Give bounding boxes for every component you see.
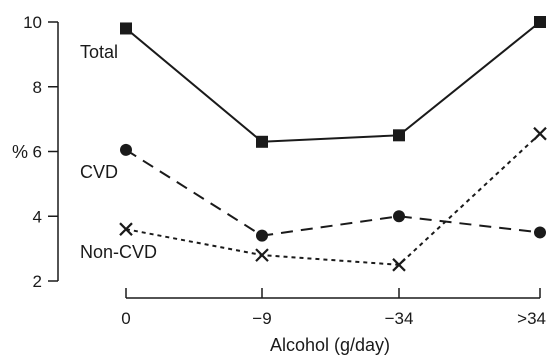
data-point-non-cvd xyxy=(119,222,133,236)
y-axis-title: % xyxy=(12,142,28,162)
data-point-cvd xyxy=(534,226,546,239)
data-point-total xyxy=(534,16,546,28)
series-lines xyxy=(125,21,541,266)
x-tick-label: −34 xyxy=(385,309,414,328)
series-label-non-cvd: Non-CVD xyxy=(80,242,157,262)
data-point-cvd xyxy=(393,210,405,223)
data-point-non-cvd xyxy=(392,258,406,272)
series-label-cvd: CVD xyxy=(80,162,118,182)
data-point-total xyxy=(256,135,268,148)
series-line-total xyxy=(125,21,541,143)
y-tick-label: 6 xyxy=(33,143,42,162)
y-tick-label: 2 xyxy=(33,272,42,291)
data-point-cvd xyxy=(256,229,268,242)
data-point-total xyxy=(120,22,132,35)
series-line-non-cvd xyxy=(125,132,541,266)
x-tick-label: >34 xyxy=(517,309,546,328)
series-line-cvd xyxy=(125,149,541,237)
y-tick-label: 10 xyxy=(23,13,42,32)
data-point-cvd xyxy=(120,143,132,156)
tick-labels: 2 4 6 8 10 0 −9 −34 >34 xyxy=(23,13,546,328)
data-point-total xyxy=(393,129,405,142)
data-point-non-cvd xyxy=(255,248,269,262)
series-labels: Total CVD Non-CVD xyxy=(80,42,157,262)
x-tick-label: −9 xyxy=(252,309,271,328)
x-axis-title: Alcohol (g/day) xyxy=(270,335,390,355)
y-tick-label: 4 xyxy=(33,207,42,226)
axes xyxy=(48,21,541,299)
y-tick-label: 8 xyxy=(33,78,42,97)
data-point-non-cvd xyxy=(533,126,547,141)
series-label-total: Total xyxy=(80,42,118,62)
series-markers xyxy=(119,16,547,272)
x-tick-label: 0 xyxy=(121,309,130,328)
